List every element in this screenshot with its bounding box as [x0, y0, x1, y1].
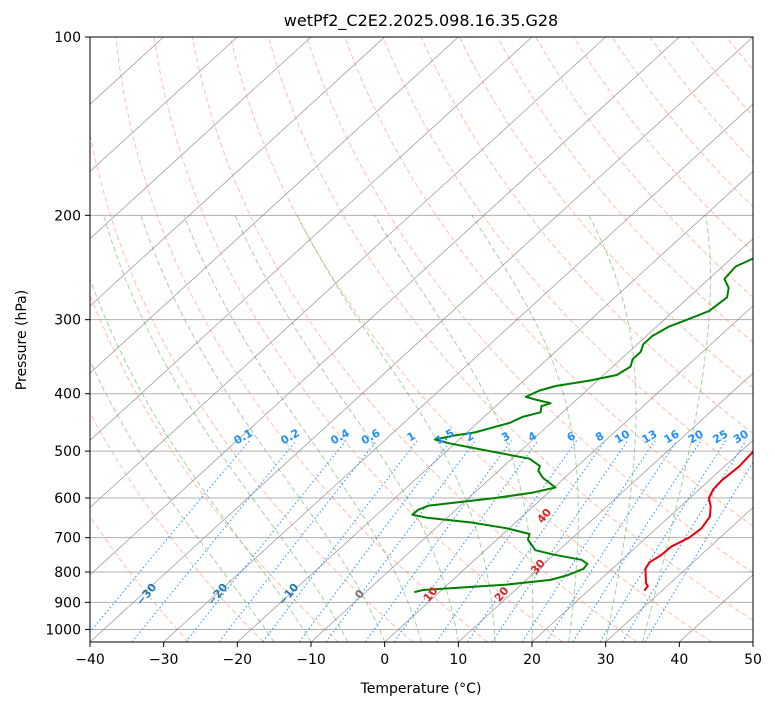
x-tick-label: 30 — [597, 652, 615, 668]
dry-adiabat-line — [153, 37, 563, 642]
mixing-ratio-line — [325, 440, 476, 642]
y-tick-label: 600 — [54, 491, 81, 507]
x-tick-label: 10 — [449, 652, 467, 668]
x-tick-label: 20 — [523, 652, 541, 668]
dry-adiabat-line — [306, 37, 753, 574]
isotherm-line — [384, 305, 753, 642]
isotherm-line — [90, 37, 459, 374]
mixing-ratio-line — [467, 440, 606, 642]
dry-adiabat-line — [90, 412, 264, 642]
x-axis-ticks: −40 −30 −20 −10 0 10 20 30 40 50 — [75, 642, 762, 668]
profile-series — [411, 257, 753, 594]
x-tick-label: −20 — [223, 652, 253, 668]
x-tick-label: 0 — [380, 652, 389, 668]
dry-adiabat-line — [268, 37, 753, 622]
dry-adiabat-line — [229, 37, 712, 642]
dewpoint-line — [411, 257, 753, 594]
dry-adiabat-line — [420, 37, 753, 435]
y-tick-label: 400 — [54, 387, 81, 403]
plot-frame — [89, 36, 754, 643]
y-tick-label: 100 — [54, 30, 81, 46]
dry-adiabat-line — [496, 37, 753, 344]
dry-adiabat-line — [382, 37, 753, 481]
x-axis-label: Temperature (°C) — [360, 681, 482, 697]
isotherm-line — [163, 103, 753, 642]
y-tick-label: 900 — [54, 595, 81, 611]
temperature-line — [643, 450, 753, 592]
x-tick-label: −40 — [75, 652, 105, 668]
isotherm-line — [90, 37, 533, 441]
mixing-ratio-line — [545, 440, 678, 642]
moist-adiabat-line — [642, 215, 711, 642]
moist-adiabat-line — [588, 215, 637, 642]
x-tick-label: 50 — [744, 652, 762, 668]
moist-adiabat-line — [103, 215, 349, 642]
isotherm-line — [605, 507, 753, 642]
moist-adiabats — [90, 215, 711, 642]
mixing-ratio-line — [644, 461, 753, 642]
dry-adiabat-line — [344, 37, 753, 527]
mixing-ratio-line — [491, 440, 629, 642]
y-tick-label: 200 — [54, 208, 81, 224]
y-tick-label: 500 — [54, 444, 81, 460]
mixing-ratio-line — [599, 440, 727, 642]
mixing-ratio-line — [90, 440, 251, 633]
chart-title: wetPf2_C2E2.2025.098.16.35.G28 — [284, 11, 558, 31]
isotherm-line — [458, 372, 753, 642]
y-axis-ticks: 100 200 300 400 500 600 700 800 900 1000 — [45, 30, 90, 638]
y-tick-label: 800 — [54, 565, 81, 581]
mixing-ratio-label: 36 — [752, 427, 772, 446]
isotherm-line — [90, 37, 680, 576]
y-tick-label: 700 — [54, 531, 81, 547]
isotherm-line — [531, 439, 753, 642]
isotherm-line — [90, 37, 312, 240]
isotherm-line — [90, 37, 238, 172]
y-tick-label: 1000 — [45, 622, 81, 638]
isotherm-line — [90, 37, 385, 307]
moist-adiabat-line — [90, 277, 312, 642]
dry-adiabat-line — [191, 37, 638, 642]
y-tick-label: 300 — [54, 313, 81, 329]
mixing-ratio-line — [572, 440, 702, 642]
isotherm-line — [237, 170, 753, 642]
isobar-grid — [90, 37, 753, 630]
isotherm-line — [90, 37, 753, 642]
mixing-ratio-line — [435, 440, 578, 642]
x-tick-label: 40 — [670, 652, 688, 668]
moist-adiabat-line — [296, 215, 496, 642]
mixing-ratio-line — [131, 440, 297, 642]
x-tick-label: −10 — [296, 652, 326, 668]
isotherm-line — [90, 37, 606, 509]
moist-adiabat-line — [183, 215, 422, 642]
mixing-ratio-line — [521, 440, 656, 642]
plot-area: 0.10.20.40.611.52346810131620253036−100−… — [90, 37, 772, 642]
mixing-ratio-line — [364, 440, 512, 642]
moist-adiabat-line — [140, 215, 386, 642]
isotherm-grid — [90, 37, 753, 642]
mixing-ratio-line — [218, 440, 378, 642]
dry-adiabat-line — [115, 37, 488, 642]
dry-adiabat-line — [90, 131, 414, 642]
dry-adiabat-line — [535, 37, 753, 298]
x-tick-label: −30 — [149, 652, 179, 668]
y-axis-label: Pressure (hPa) — [14, 290, 30, 390]
